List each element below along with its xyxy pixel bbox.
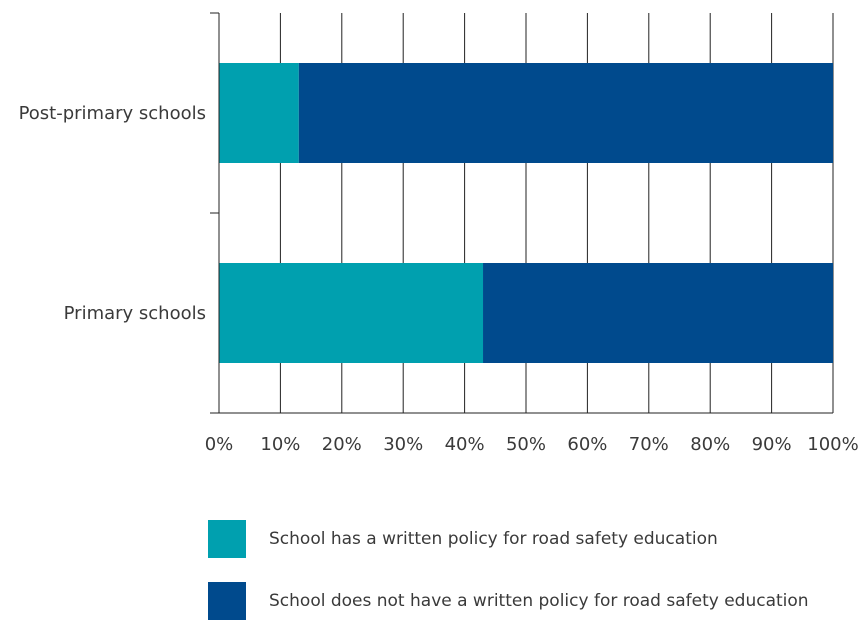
category-label: Primary schools xyxy=(64,303,206,324)
x-tick-label: 70% xyxy=(629,434,669,455)
bar-segment xyxy=(483,263,833,363)
bar-segment xyxy=(219,63,299,163)
x-tick-label: 40% xyxy=(445,434,485,455)
x-tick-label: 50% xyxy=(506,434,546,455)
x-tick-label: 60% xyxy=(567,434,607,455)
bar-segment xyxy=(298,63,833,163)
x-tick-label: 0% xyxy=(205,434,234,455)
x-tick-label: 30% xyxy=(383,434,423,455)
legend-swatch-no-policy xyxy=(208,582,246,620)
x-tick-label: 100% xyxy=(807,434,858,455)
x-tick-label: 80% xyxy=(690,434,730,455)
legend-label-no-policy: School does not have a written policy fo… xyxy=(269,591,809,611)
x-tick-label: 10% xyxy=(260,434,300,455)
legend-label-has-policy: School has a written policy for road saf… xyxy=(269,529,718,549)
category-label: Post-primary schools xyxy=(19,103,206,124)
bar-segment xyxy=(219,263,484,363)
x-tick-label: 90% xyxy=(752,434,792,455)
legend-swatch-has-policy xyxy=(208,520,246,558)
x-tick-label: 20% xyxy=(322,434,362,455)
